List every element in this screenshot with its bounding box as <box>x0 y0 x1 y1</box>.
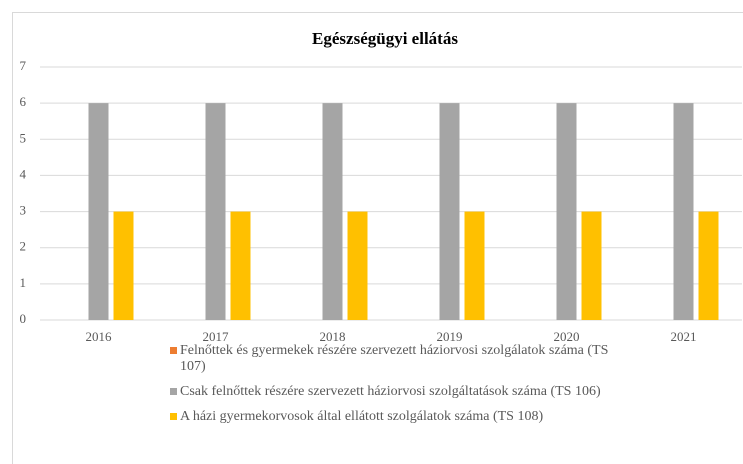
legend-swatch <box>170 347 177 354</box>
x-tick-label: 2020 <box>554 329 580 344</box>
x-tick-label: 2017 <box>203 329 230 344</box>
y-tick-label: 6 <box>20 94 27 109</box>
legend-label: Felnőttek és gyermekek részére szervezet… <box>180 343 609 374</box>
y-tick-label: 7 <box>20 58 27 73</box>
bar <box>698 211 719 320</box>
legend-label: A házi gyermekorvosok által ellátott szo… <box>180 409 544 424</box>
bar <box>673 103 694 321</box>
chart-border <box>12 12 743 464</box>
legend-entry: A házi gyermekorvosok által ellátott szo… <box>170 409 610 425</box>
x-tick-label: 2021 <box>671 329 697 344</box>
legend-label: Csak felnőttek részére szervezett házior… <box>180 384 601 399</box>
bar <box>556 103 577 321</box>
bar <box>113 211 134 320</box>
y-tick-label: 0 <box>20 311 27 326</box>
legend-swatch <box>170 388 177 395</box>
chart-title: Egészségügyi ellátás <box>312 29 458 48</box>
bar <box>439 103 460 321</box>
y-tick-label: 1 <box>20 275 27 290</box>
legend-entry: Felnőttek és gyermekek részére szervezet… <box>170 343 610 375</box>
y-tick-label: 4 <box>20 166 27 181</box>
x-tick-label: 2016 <box>86 329 113 344</box>
bar <box>230 211 251 320</box>
bar <box>88 103 109 321</box>
bar <box>581 211 602 320</box>
legend: Felnőttek és gyermekek részére szervezet… <box>170 343 610 434</box>
y-tick-label: 3 <box>20 203 27 218</box>
legend-swatch <box>170 413 177 420</box>
bar <box>205 103 226 321</box>
y-tick-label: 5 <box>20 130 27 145</box>
bar <box>322 103 343 321</box>
x-tick-label: 2018 <box>320 329 346 344</box>
y-tick-label: 2 <box>20 239 27 254</box>
bar <box>464 211 485 320</box>
bar <box>347 211 368 320</box>
legend-entry: Csak felnőttek részére szervezett házior… <box>170 384 610 400</box>
x-tick-label: 2019 <box>437 329 463 344</box>
